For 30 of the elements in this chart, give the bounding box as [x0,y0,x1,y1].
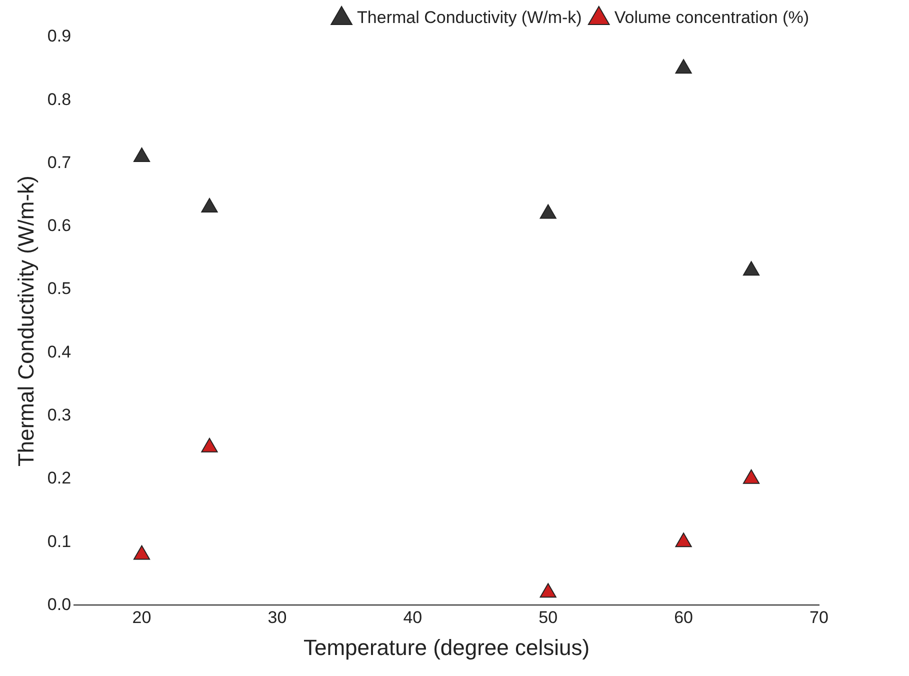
point [201,438,218,452]
y-axis-title: Thermal Conductivity (W/m-k) [13,176,38,467]
y-tick-label: 0.5 [47,279,72,298]
x-tick-label: 30 [268,608,287,628]
y-tick-label: 0.3 [47,405,72,424]
point [201,198,218,212]
y-tick-label: 0.4 [47,342,72,362]
y-tick-label: 0.9 [47,26,72,46]
legend-label: Thermal Conductivity (W/m-k) [357,8,582,28]
legend-label: Volume concentration (%) [614,8,810,28]
y-tick-label: 0.7 [47,152,72,172]
y-tick-label: 0.8 [47,90,72,109]
y-tick-label: 0.2 [47,468,72,488]
x-tick-label: 70 [810,608,828,628]
x-tick-label: 60 [674,608,694,628]
point [540,583,556,598]
point [133,545,150,560]
point [675,59,692,74]
x-axis-title: Temperature (degree celsius) [303,634,590,660]
point [675,532,692,548]
y-tick-label: 0.0 [47,594,72,614]
point [133,147,150,162]
point [742,469,760,484]
point [540,204,556,219]
y-tick-label: 0.6 [47,216,72,236]
y-tick-label: 0.1 [47,532,72,551]
x-tick-label: 50 [538,608,558,628]
x-tick-label: 40 [403,608,422,628]
x-tick-label: 20 [132,608,152,628]
point [742,261,760,276]
